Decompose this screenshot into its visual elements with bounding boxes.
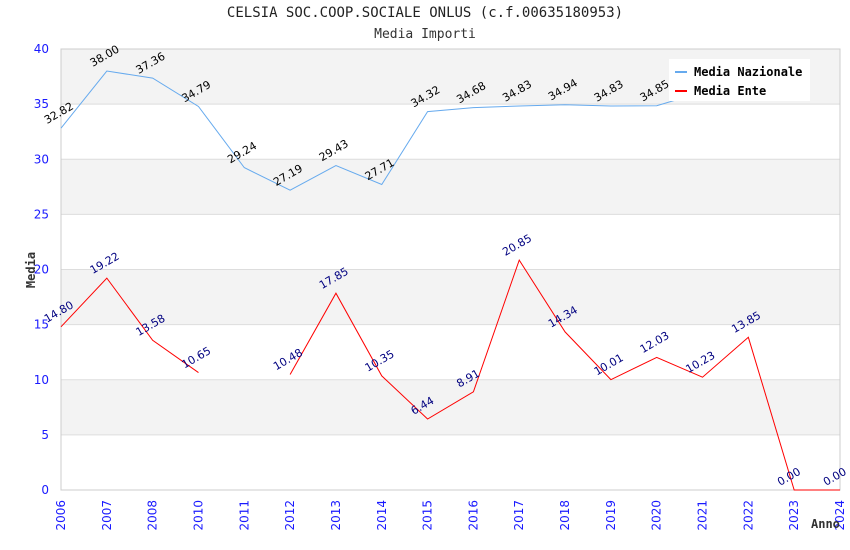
y-tick-label: 40 — [34, 42, 49, 56]
x-tick-label: 2021 — [696, 500, 710, 531]
grid-band — [61, 214, 840, 270]
x-tick-label: 2024 — [833, 500, 847, 531]
x-tick-label: 2008 — [146, 500, 160, 531]
y-tick-label: 0 — [41, 483, 49, 497]
y-tick-label: 5 — [41, 428, 49, 442]
x-tick-label: 2011 — [237, 500, 251, 531]
grid-band — [61, 379, 840, 435]
x-tick-label: 2017 — [512, 500, 526, 531]
y-tick-label: 10 — [34, 373, 49, 387]
x-tick-label: 2019 — [604, 500, 618, 531]
x-tick-label: 2020 — [650, 500, 664, 531]
y-tick-label: 20 — [34, 263, 49, 277]
x-tick-label: 2013 — [329, 500, 343, 531]
x-tick-label: 2012 — [283, 500, 297, 531]
grid-band — [61, 269, 840, 325]
y-tick-label: 35 — [34, 97, 49, 111]
grid-band — [61, 324, 840, 380]
chart-subtitle: Media Importi — [374, 27, 476, 42]
x-tick-label: 2016 — [466, 500, 480, 531]
x-tick-label: 2007 — [100, 500, 114, 531]
series-line-1 — [60, 277, 199, 373]
y-tick-label: 15 — [34, 318, 49, 332]
y-axis-label: Media — [24, 252, 38, 288]
legend-label: Media Ente — [694, 84, 766, 98]
grid-band — [61, 159, 840, 215]
x-tick-label: 2018 — [558, 500, 572, 531]
legend-label: Media Nazionale — [694, 65, 802, 79]
x-tick-label: 2022 — [741, 500, 755, 531]
x-tick-label: 2014 — [375, 500, 389, 531]
legend — [669, 59, 810, 101]
x-tick-label: 2023 — [787, 500, 801, 531]
y-tick-label: 30 — [34, 152, 49, 166]
x-tick-label: 2010 — [191, 500, 205, 531]
plot-border — [60, 48, 841, 491]
y-tick-label: 25 — [34, 207, 49, 221]
x-tick-label: 2006 — [54, 500, 68, 531]
chart-title: CELSIA SOC.COOP.SOCIALE ONLUS (c.f.00635… — [226, 5, 624, 21]
x-axis-label: Anno — [811, 517, 840, 531]
series-line-0 — [60, 70, 795, 191]
x-tick-label: 2015 — [421, 500, 435, 531]
series-line-1 — [289, 258, 840, 491]
grid-band — [61, 434, 840, 490]
grid-band — [61, 104, 840, 160]
